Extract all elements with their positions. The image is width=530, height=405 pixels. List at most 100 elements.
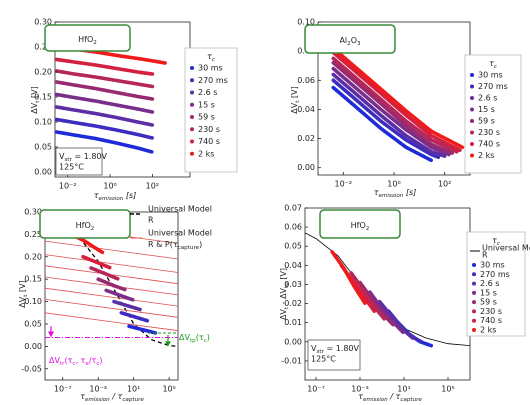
y-axis-label-part: tp bbox=[284, 282, 290, 288]
y-tick-label: 0.01 bbox=[284, 318, 302, 327]
legend-marker bbox=[190, 90, 194, 95]
y-tick-label: -0.01 bbox=[281, 356, 302, 365]
legend-label: R & P(τcapture) bbox=[148, 240, 202, 251]
y-tick-label: 0.07 bbox=[284, 204, 302, 213]
data-series bbox=[55, 92, 155, 114]
legend-marker bbox=[470, 96, 474, 100]
legend-marker bbox=[472, 309, 476, 314]
y-tick-label: 0.02 bbox=[284, 299, 302, 308]
callout-text: ΔVtr(τc, τe/τc) bbox=[49, 355, 103, 366]
callout-text-part: ΔV bbox=[49, 355, 60, 364]
legend-label-part: ) bbox=[199, 240, 202, 249]
y-tick-label: 0.04 bbox=[297, 105, 315, 114]
material-label-box bbox=[39, 209, 131, 239]
y-tick-label: 0.05 bbox=[24, 320, 42, 329]
y-tick-label: 0.03 bbox=[284, 280, 302, 289]
legend-marker bbox=[190, 66, 194, 70]
x-axis-label-part: [s] bbox=[123, 191, 136, 200]
legend-label: 30 ms bbox=[478, 71, 503, 80]
legend-label: Universal Model bbox=[148, 205, 212, 214]
plot-area bbox=[331, 46, 465, 163]
data-series bbox=[55, 130, 155, 154]
y-axis-label-part: t bbox=[35, 100, 41, 103]
model-line bbox=[45, 287, 178, 307]
legend-label: 270 ms bbox=[480, 270, 510, 279]
model-line bbox=[45, 254, 178, 273]
legend-marker bbox=[190, 78, 194, 83]
legend-label: 270 ms bbox=[198, 76, 228, 85]
y-tick-label: 0.30 bbox=[24, 208, 42, 217]
y-tick-label: 0.06 bbox=[297, 76, 315, 85]
legend-title-part: τ bbox=[207, 52, 212, 61]
y-axis-label-part: ΔV bbox=[30, 102, 39, 113]
data-series bbox=[331, 61, 455, 155]
legend-marker bbox=[470, 84, 474, 89]
legend-marker bbox=[472, 300, 476, 305]
legend-title: τc bbox=[492, 236, 500, 247]
legend-label: 230 s bbox=[478, 128, 500, 137]
legend-marker bbox=[190, 102, 194, 107]
data-series bbox=[330, 250, 367, 306]
y-tick-label: 0.25 bbox=[24, 230, 42, 239]
data-series bbox=[74, 234, 105, 255]
data-series bbox=[331, 78, 441, 160]
legend-label: 59 s bbox=[478, 117, 495, 126]
y-tick-label: 0.04 bbox=[284, 261, 302, 270]
callout-text-part: tp bbox=[190, 337, 196, 343]
data-series bbox=[55, 80, 155, 101]
legend-marker bbox=[190, 139, 194, 144]
y-axis-label-part: ΔV bbox=[18, 296, 27, 307]
y-axis-label: ΔVt [V] bbox=[30, 86, 41, 113]
legend-label: 740 s bbox=[198, 137, 220, 146]
x-tick-label: 10² bbox=[146, 182, 159, 191]
legend-label-part: capture bbox=[178, 245, 200, 251]
material-label-part: Al bbox=[339, 36, 347, 45]
y-tick-label: 0.15 bbox=[34, 93, 52, 102]
callout-text-part: /τ bbox=[89, 355, 97, 364]
x-tick-label: 10⁵ bbox=[441, 385, 454, 394]
x-axis-label-part: τ bbox=[94, 191, 99, 200]
legend-label-part: R & P(τ bbox=[148, 240, 178, 249]
x-tick-label: 10⁰ bbox=[387, 180, 400, 189]
legend-marker bbox=[190, 151, 194, 156]
legend-label: 15 s bbox=[198, 100, 215, 109]
material-label-part: O bbox=[351, 36, 357, 45]
legend-title-part: τ bbox=[492, 236, 497, 245]
data-series bbox=[349, 271, 386, 321]
x-axis-label-part: / τ bbox=[388, 392, 401, 401]
legend-marker bbox=[472, 263, 476, 267]
x-axis-label-part: τ bbox=[374, 188, 379, 197]
y-axis-label: ΔVt [V] bbox=[290, 86, 301, 113]
y-axis-label-part: [V] bbox=[30, 86, 39, 100]
y-tick-label: 0.20 bbox=[34, 68, 52, 77]
legend-label: 59 s bbox=[480, 298, 497, 307]
legend-box bbox=[466, 231, 526, 337]
annotation-text-part: V bbox=[311, 344, 317, 353]
x-axis-label-part: τ bbox=[358, 392, 363, 401]
callout-text: ΔVtp(τc) bbox=[179, 332, 210, 343]
legend-label: Universal Model bbox=[148, 229, 212, 238]
model-line bbox=[45, 299, 178, 318]
legend-marker bbox=[472, 328, 476, 332]
model-line bbox=[45, 312, 178, 332]
annotation-text-part: = 1.80V bbox=[72, 152, 108, 161]
y-tick-label: 0.02 bbox=[297, 134, 315, 143]
x-tick-label: 10⁰ bbox=[103, 182, 116, 191]
material-label-part: HfO bbox=[351, 221, 366, 230]
callout-text-part: ΔV bbox=[179, 332, 190, 341]
data-series bbox=[104, 288, 135, 302]
material-label-part: 2 bbox=[366, 226, 370, 232]
x-tick-label: 10⁻⁷ bbox=[54, 385, 72, 394]
legend-label: 740 s bbox=[480, 316, 502, 325]
y-tick-label: 0.00 bbox=[284, 337, 302, 346]
y-axis-label: ΔVt - ΔVtp [V] bbox=[279, 268, 290, 320]
material-label-part: 2 bbox=[93, 40, 97, 46]
data-series bbox=[377, 299, 415, 340]
legend-title: τc bbox=[489, 59, 497, 70]
x-tick-label: 10² bbox=[438, 180, 451, 189]
plot-area bbox=[305, 232, 470, 348]
y-tick-label: 0.06 bbox=[284, 223, 302, 232]
callout-text-part: (τ bbox=[64, 355, 72, 364]
material-label-box bbox=[44, 24, 131, 52]
